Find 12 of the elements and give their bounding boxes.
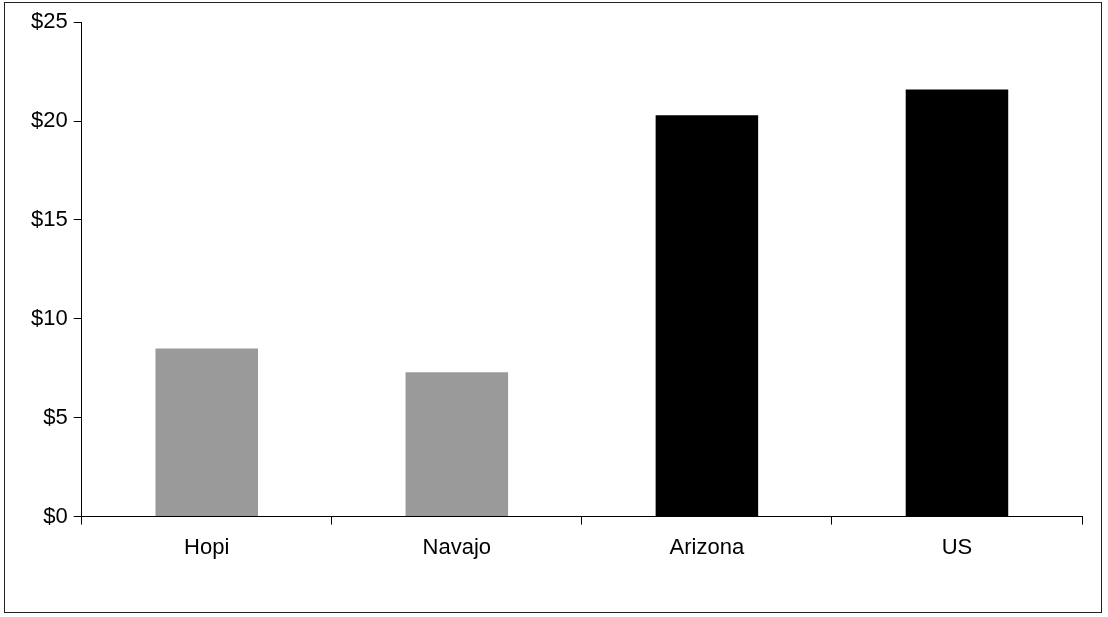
y-tick-label: $15 — [30, 206, 68, 232]
x-tick-label: Arizona — [669, 533, 745, 559]
y-tick-label: $25 — [30, 8, 68, 34]
y-tick-label: $10 — [30, 304, 68, 330]
y-tick-label: $0 — [43, 502, 68, 528]
bar — [405, 372, 509, 517]
y-tick-label: $20 — [30, 107, 68, 133]
y-tick-label: $5 — [43, 403, 68, 429]
x-tick-label: Hopi — [184, 533, 230, 559]
x-tick-label: Navajo — [422, 533, 492, 559]
bar — [155, 348, 259, 517]
x-tick-label: US — [941, 533, 973, 559]
